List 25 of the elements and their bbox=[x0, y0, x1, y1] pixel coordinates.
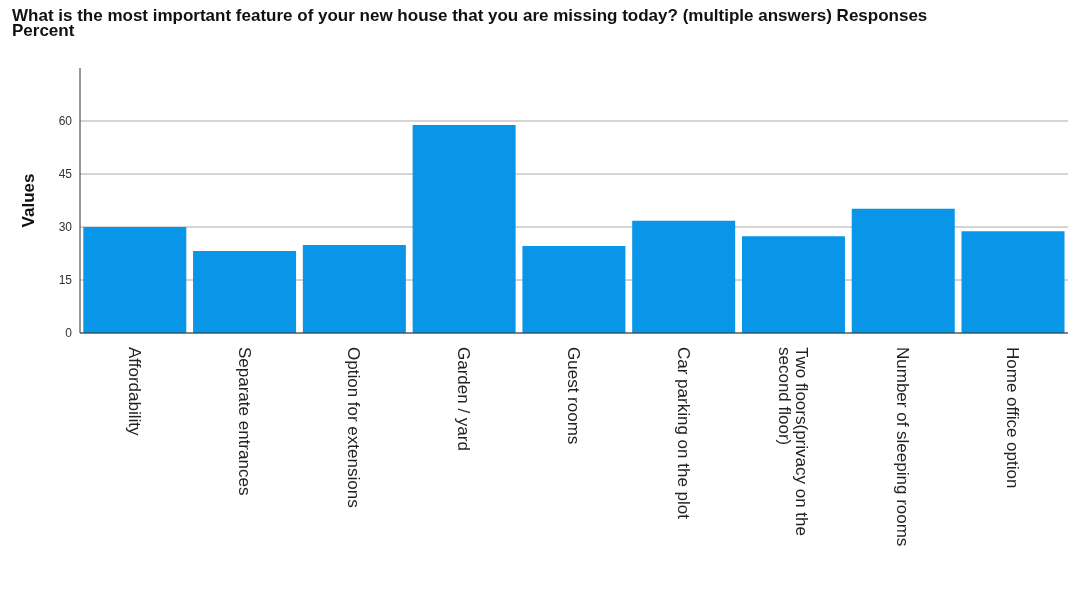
bar bbox=[851, 208, 955, 333]
bar bbox=[193, 251, 297, 333]
bar bbox=[741, 236, 845, 333]
bar bbox=[83, 227, 187, 333]
bar bbox=[302, 245, 406, 333]
x-tick-label: Home office option bbox=[1003, 347, 1023, 489]
x-tick-label: Number of sleeping rooms bbox=[893, 347, 913, 547]
bar bbox=[632, 220, 736, 333]
x-tick-label: Garden / yard bbox=[454, 347, 474, 451]
x-tick-label: Car parking on the plot bbox=[673, 347, 693, 520]
chart-title: What is the most important feature of your new house that you are missing today? (multiple answers) Responses Percent bbox=[12, 6, 929, 40]
x-tick-label: Affordability bbox=[124, 347, 144, 437]
y-tick-label: 60 bbox=[58, 114, 73, 129]
y-tick-label: 30 bbox=[58, 220, 73, 235]
x-tick-label: Separate entrances bbox=[234, 347, 254, 496]
bar bbox=[522, 246, 626, 333]
x-tick-label: Two floors(privacy on the second floor) bbox=[775, 347, 812, 536]
y-axis-title: Values bbox=[19, 173, 39, 228]
y-tick-label: 45 bbox=[58, 167, 73, 182]
y-tick-label: 15 bbox=[58, 273, 73, 288]
bar bbox=[412, 124, 516, 333]
y-tick-label: 0 bbox=[65, 326, 73, 341]
x-tick-label: Option for extensions bbox=[344, 347, 364, 508]
x-tick-label: Guest rooms bbox=[564, 347, 583, 445]
bar bbox=[961, 231, 1065, 333]
